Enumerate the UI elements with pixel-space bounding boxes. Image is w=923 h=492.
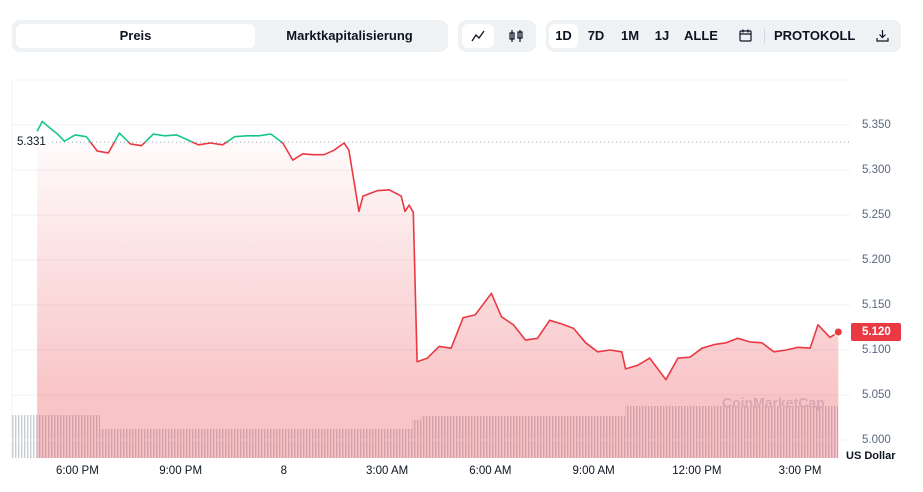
y-tick-label: 5.300 <box>862 164 891 176</box>
y-axis-unit: US Dollar <box>846 450 896 462</box>
y-tick-label: 5.100 <box>862 344 891 356</box>
x-tick-label: 3:00 PM <box>779 465 822 477</box>
y-tick-label: 5.150 <box>862 299 891 311</box>
x-tick-label: 8 <box>281 465 287 477</box>
y-tick-label: 5.050 <box>862 389 891 401</box>
line-icon[interactable] <box>462 24 494 48</box>
range-1m[interactable]: 1M <box>620 28 640 43</box>
candle-icon[interactable] <box>500 24 532 48</box>
metric-tabs: Preis Marktkapitalisierung <box>12 20 448 52</box>
range-1j[interactable]: 1J <box>654 28 670 43</box>
x-tick-label: 12:00 PM <box>672 465 721 477</box>
range-1d[interactable]: 1D <box>549 24 578 48</box>
x-tick-label: 6:00 PM <box>56 465 99 477</box>
x-tick-label: 3:00 AM <box>366 465 408 477</box>
tab-price[interactable]: Preis <box>16 24 255 48</box>
price-tag-label: 5.120 <box>862 326 891 338</box>
calendar-icon[interactable] <box>734 24 756 48</box>
chart-style <box>458 20 536 52</box>
x-tick-label: 6:00 AM <box>469 465 511 477</box>
y-tick-label: 5.250 <box>862 209 891 221</box>
separator <box>764 29 765 43</box>
range-tabs: 1D 7D 1M 1J ALLE PROTOKOLL <box>546 20 901 52</box>
download-icon[interactable] <box>870 24 894 48</box>
tab-market-cap[interactable]: Marktkapitalisierung <box>286 28 413 43</box>
area <box>37 142 839 458</box>
range-all[interactable]: ALLE <box>684 28 718 43</box>
log-button[interactable]: PROTOKOLL <box>774 28 856 43</box>
price-line <box>36 120 839 381</box>
y-tick-label: 5.350 <box>862 119 891 131</box>
reference-label: 5.331 <box>17 136 46 148</box>
x-tick-label: 9:00 PM <box>159 465 202 477</box>
price-tag <box>851 323 901 341</box>
x-tick-label: 9:00 AM <box>573 465 615 477</box>
last-point <box>833 327 843 337</box>
range-7d[interactable]: 7D <box>587 28 605 43</box>
y-tick-label: 5.200 <box>862 254 891 266</box>
y-tick-label: 5.000 <box>862 434 891 446</box>
